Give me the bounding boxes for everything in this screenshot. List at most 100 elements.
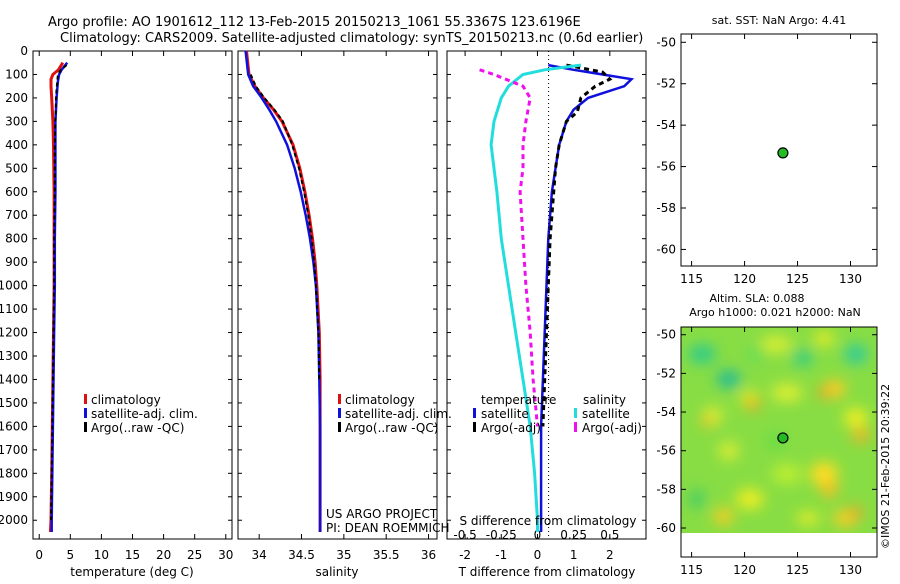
depth-tick-label: 200 — [5, 91, 28, 105]
map-y-tick-label: -58 — [656, 482, 676, 496]
series-line-salinity-satellite — [489, 63, 582, 532]
map-y-tick-label: -50 — [656, 328, 676, 342]
x-tick-label: 20 — [156, 548, 171, 562]
x-tick-label: 2 — [606, 548, 614, 562]
sla-blob — [688, 344, 717, 365]
salinity-xlabel: salinity — [315, 565, 358, 579]
sla-blob — [814, 331, 835, 346]
difference-x-axis: -2 -1 0 1 2 — [459, 51, 614, 562]
top-tick-label: 0.25 — [560, 528, 587, 542]
legend-title-temperature: temperature — [481, 393, 556, 407]
x-tick-label: 36 — [421, 548, 436, 562]
sla-blob — [770, 383, 803, 402]
sla-blob — [716, 370, 741, 389]
series-line-satellite-adj-clim- — [244, 50, 322, 532]
map-x-tick-label: 115 — [680, 563, 703, 577]
depth-tick-label: 2000 — [0, 513, 28, 527]
x-tick-label: 34.5 — [288, 548, 315, 562]
map-y-tick-label: -60 — [656, 242, 676, 256]
sla-blob — [853, 428, 870, 443]
sla-blob — [718, 441, 739, 460]
legend-label: Argo(..raw -QC) — [345, 421, 438, 435]
sla-blob — [792, 349, 813, 366]
argo-position-markers — [777, 147, 789, 444]
x-tick-label: -2 — [459, 548, 471, 562]
sla-map-panel — [680, 326, 878, 558]
temperature-legend: climatology satellite-adj. clim. Argo(..… — [84, 393, 198, 435]
sla-map-title1: Altim. SLA: 0.088 — [709, 292, 804, 305]
legend-label: satellite — [481, 407, 529, 421]
legend-label: satellite — [582, 407, 630, 421]
series-line-argo-raw-qc- — [50, 64, 68, 521]
salinity-legend: climatology satellite-adj. clim. Argo(..… — [338, 393, 452, 435]
x-tick-label: -1 — [495, 548, 507, 562]
map-y-tick-label: -54 — [656, 118, 676, 132]
depth-tick-label: 300 — [5, 114, 28, 128]
depth-tick-label: 100 — [5, 67, 28, 81]
salinity-series — [244, 50, 322, 532]
sla-blob — [735, 489, 764, 510]
difference-top-xlabel: S difference from climatology — [460, 514, 637, 528]
depth-tick-label: 1800 — [0, 466, 28, 480]
map-x-tick-label: 130 — [839, 563, 862, 577]
temperature-xlabel: temperature (deg C) — [70, 565, 193, 579]
depth-tick-label: 1900 — [0, 490, 28, 504]
difference-series — [479, 63, 635, 532]
sla-blob — [849, 506, 862, 519]
depth-tick-label: 800 — [5, 232, 28, 246]
legend-label: Argo(-adj) — [582, 421, 642, 435]
sla-blob — [843, 344, 868, 365]
series-line-argo-raw-qc- — [249, 74, 321, 380]
sla-blank-area — [681, 533, 877, 557]
depth-tick-label: 1400 — [0, 372, 28, 386]
map-x-tick-label: 125 — [786, 563, 809, 577]
map-y-tick-label: -56 — [656, 160, 676, 174]
legend-label: Argo(-adj) — [481, 421, 541, 435]
project-name: US ARGO PROJECT — [326, 507, 438, 521]
x-tick-label: 30 — [218, 548, 233, 562]
series-line-temperature-argo-adj- — [541, 63, 613, 427]
legend-swatch-climatology — [338, 394, 341, 404]
map-x-tick-label: 125 — [786, 272, 809, 286]
map-x-tick-label: 120 — [733, 272, 756, 286]
legend-swatch-argo — [84, 422, 87, 432]
map-x-tick-label: 115 — [680, 272, 703, 286]
legend-label: satellite-adj. clim. — [91, 407, 198, 421]
depth-tick-label: 1100 — [0, 302, 28, 316]
sla-blob — [713, 508, 734, 525]
difference-top-axis: -0.5 -0.25 0 0.25 0.5 — [453, 528, 619, 542]
depth-tick-label: 1000 — [0, 279, 28, 293]
argo-position-marker — [777, 432, 789, 444]
depth-tick-label: 1300 — [0, 349, 28, 363]
sla-blob — [701, 416, 714, 427]
depth-axis: 0 100 200 300 400 500 600 700 800 900 1000 1100 1200… — [0, 44, 646, 527]
sla-blob — [843, 407, 868, 428]
sla-blob — [818, 387, 831, 398]
imos-watermark: ©IMOS 21-Feb-2015 20:39:22 — [879, 384, 892, 549]
map-y-tick-label: -60 — [656, 521, 676, 535]
x-tick-label: 5 — [66, 548, 74, 562]
map-y-tick-label: -56 — [656, 444, 676, 458]
sla-heatmap — [681, 327, 877, 533]
map-y-tick-label: -58 — [656, 201, 676, 215]
sla-map-title2: Argo h1000: 0.021 h2000: NaN — [689, 306, 861, 319]
x-tick-label: 25 — [187, 548, 202, 562]
legend-swatch-satellite — [338, 408, 341, 418]
x-tick-label: 35.5 — [373, 548, 400, 562]
map-y-tick-label: -50 — [656, 35, 676, 49]
map-x-tick-label: 120 — [733, 563, 756, 577]
legend-label: climatology — [345, 393, 415, 407]
depth-tick-label: 0 — [20, 44, 28, 58]
map-y-tick-label: -54 — [656, 405, 676, 419]
sla-blob — [796, 512, 821, 525]
temperature-x-axis: 0 5 10 15 20 25 30 — [35, 51, 233, 562]
salinity-x-axis: 34 34.5 35 35.5 36 — [252, 51, 436, 562]
difference-panel — [446, 50, 647, 540]
sla-blob — [810, 461, 839, 486]
sla-blob — [821, 481, 838, 498]
legend-swatch-satellite — [84, 408, 87, 418]
sla-blob — [688, 489, 705, 510]
depth-tick-label: 600 — [5, 185, 28, 199]
depth-tick-label: 400 — [5, 138, 28, 152]
